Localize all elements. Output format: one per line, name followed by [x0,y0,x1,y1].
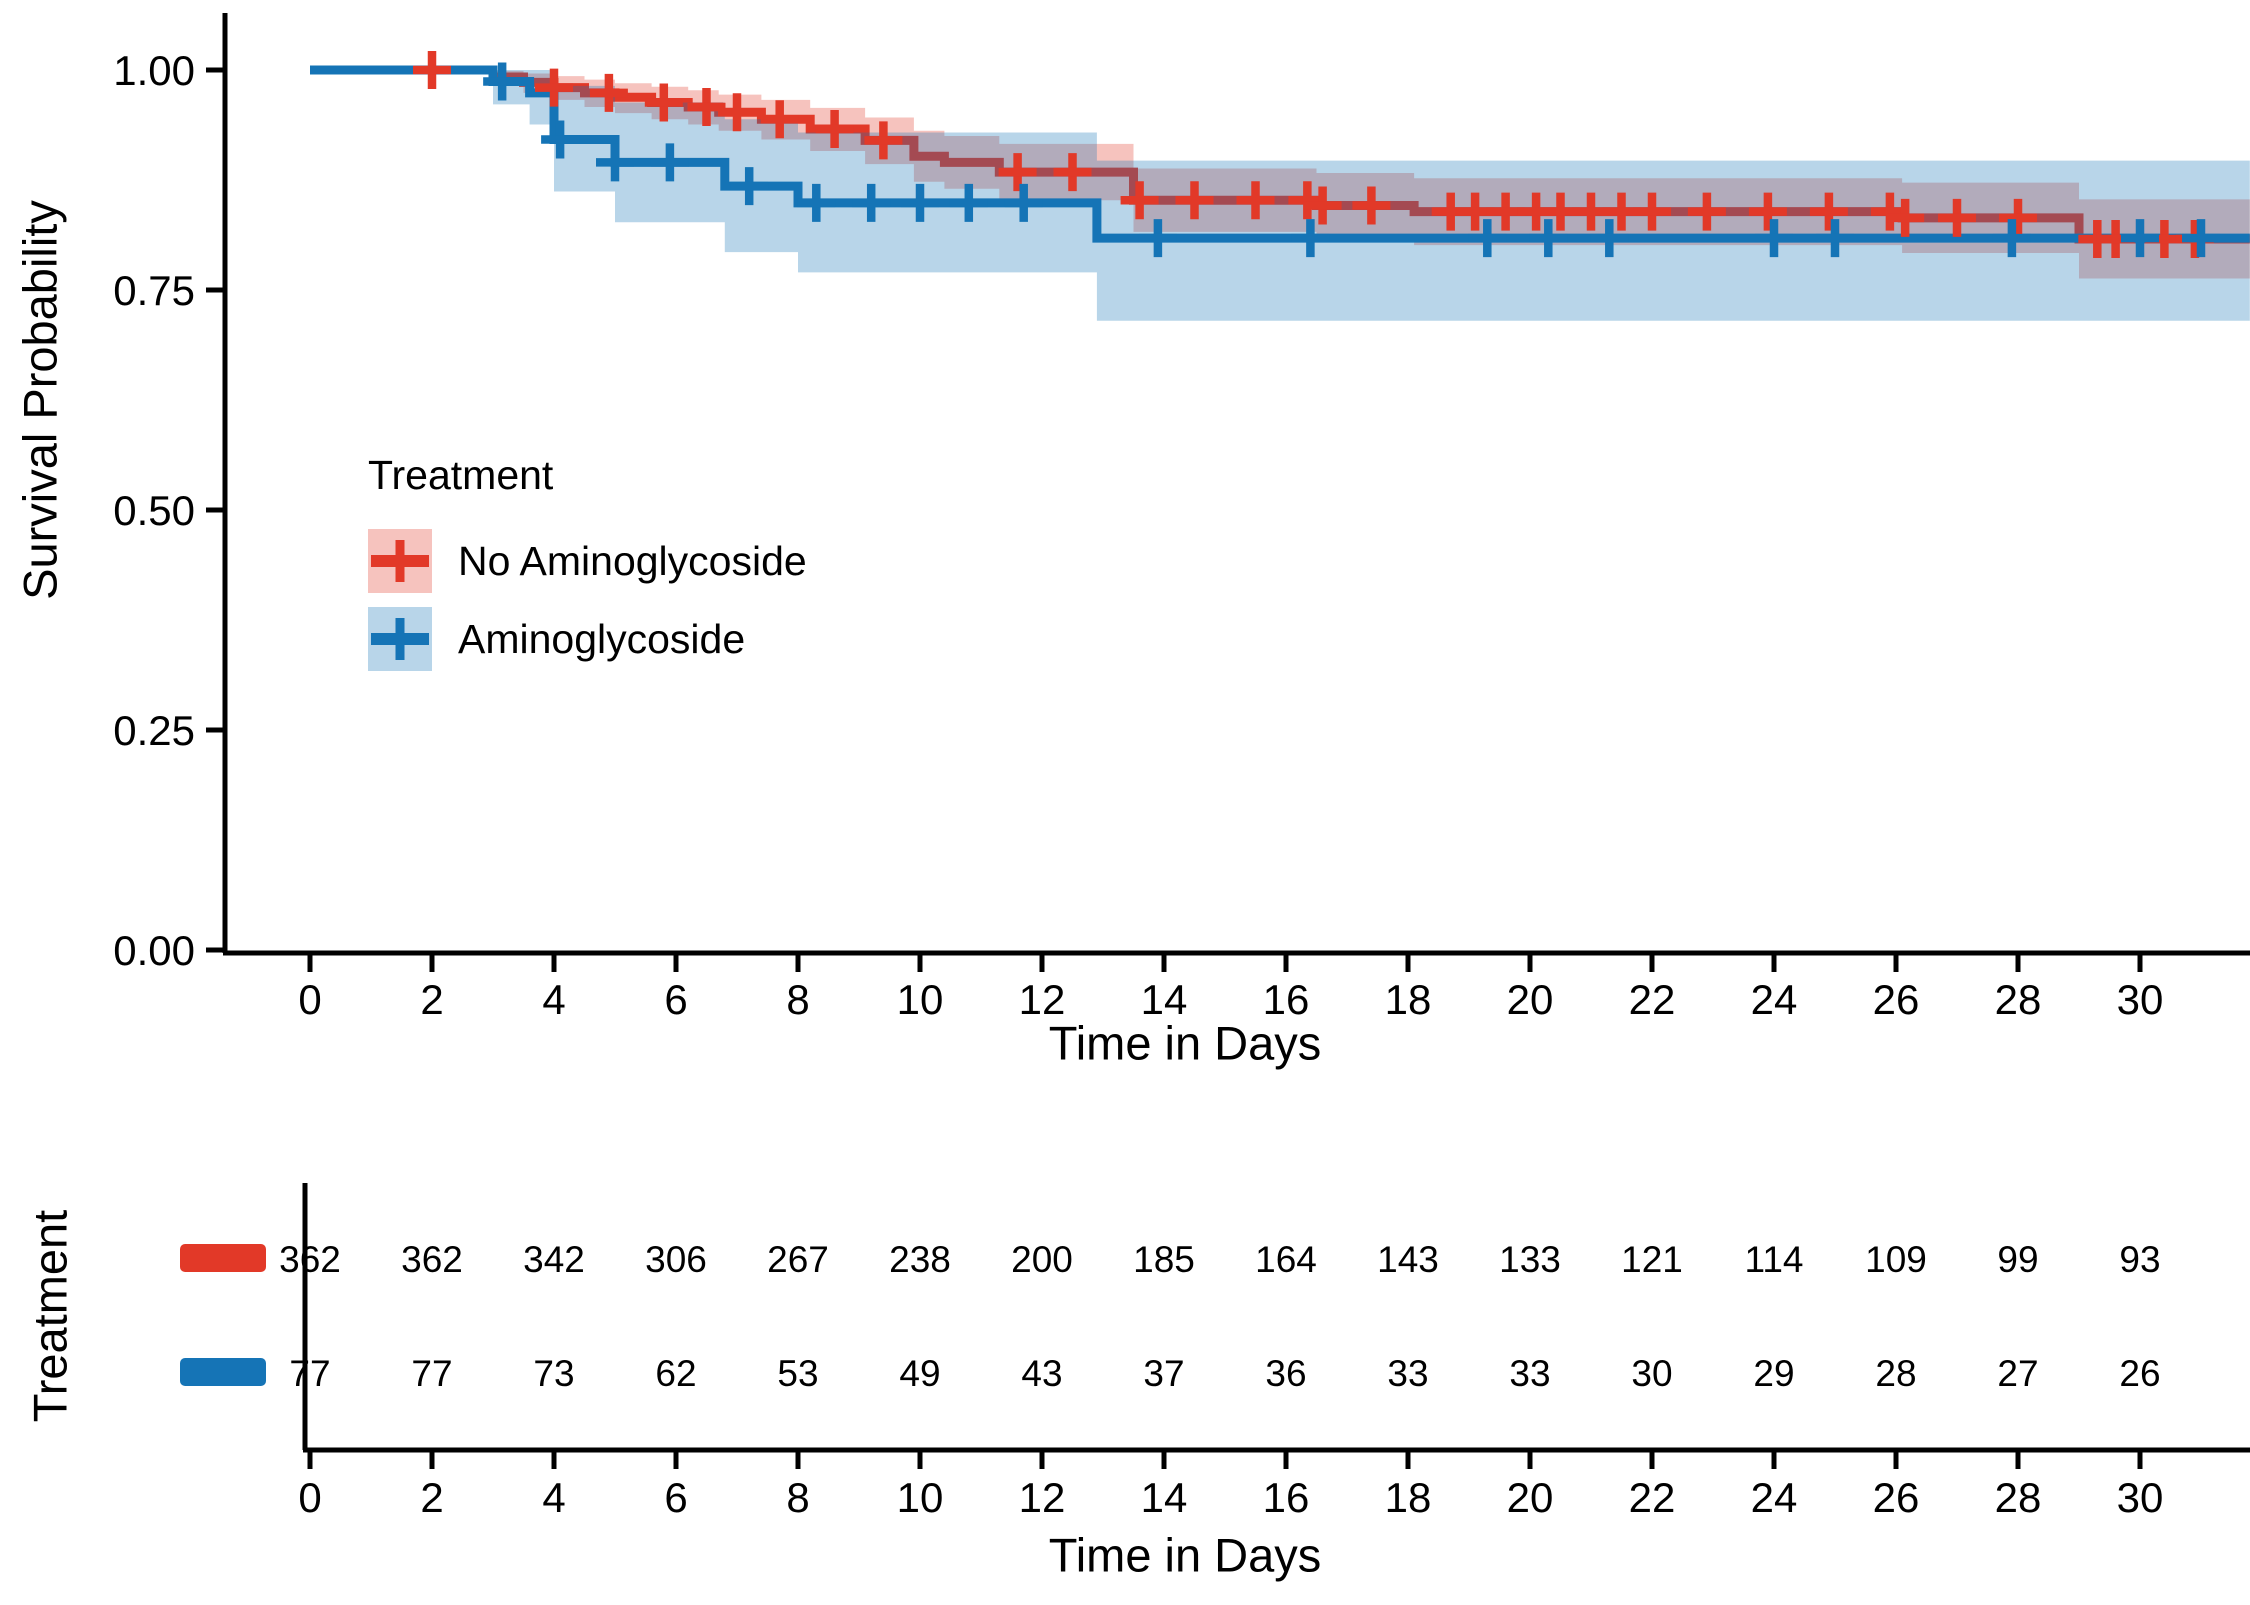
risk-count: 185 [1133,1239,1195,1280]
legend-entry-no-aminoglycoside: No Aminoglycoside [368,529,807,593]
x-axis-tick-label: 18 [1385,976,1432,1023]
risk-table-tick-label: 6 [664,1474,687,1521]
risk-table-x-title: Time in Days [1048,1528,1322,1582]
risk-table-tick-label: 24 [1751,1474,1798,1521]
risk-count: 30 [1631,1353,1672,1394]
x-axis-tick-label: 22 [1629,976,1676,1023]
risk-table-tick-label: 20 [1507,1474,1554,1521]
legend-entry-label: No Aminoglycoside [458,537,807,584]
risk-count: 109 [1865,1239,1927,1280]
risk-count: 37 [1143,1353,1184,1394]
x-axis-title: Time in Days [1048,1016,1322,1070]
risk-count: 43 [1021,1353,1062,1394]
x-axis-tick-label: 30 [2117,976,2164,1023]
risk-table-tick-label: 18 [1385,1474,1432,1521]
x-axis-tick-label: 4 [542,976,565,1023]
risk-count: 53 [777,1353,818,1394]
risk-table-tick-label: 30 [2117,1474,2164,1521]
risk-count: 164 [1255,1239,1317,1280]
x-axis-tick-label: 12 [1019,976,1066,1023]
risk-count: 28 [1875,1353,1916,1394]
legend-plus-icon [371,618,429,660]
x-axis-tick-label: 2 [420,976,443,1023]
risk-count: 238 [889,1239,951,1280]
risk-count: 29 [1753,1353,1794,1394]
risk-table-tick-label: 0 [298,1474,321,1521]
x-axis-tick-label: 24 [1751,976,1798,1023]
x-axis-tick-label: 26 [1873,976,1920,1023]
risk-count: 362 [279,1239,341,1280]
risk-count: 73 [533,1353,574,1394]
risk-count: 133 [1499,1239,1561,1280]
risk-table-tick-label: 8 [786,1474,809,1521]
risk-table-y-title: Treatment [23,1209,77,1423]
risk-count: 93 [2119,1239,2160,1280]
x-axis-tick-label: 6 [664,976,687,1023]
risk-table-tick-label: 22 [1629,1474,1676,1521]
risk-table-tick-label: 16 [1263,1474,1310,1521]
y-axis-tick-label: 0.00 [113,927,195,974]
legend-plus-icon [371,540,429,582]
risk-row-swatch-blue [180,1358,266,1386]
risk-count: 121 [1621,1239,1683,1280]
risk-count: 27 [1997,1353,2038,1394]
risk-table-tick-label: 10 [897,1474,944,1521]
risk-count: 200 [1011,1239,1073,1280]
x-axis-tick-label: 16 [1263,976,1310,1023]
risk-count: 77 [289,1353,330,1394]
risk-count: 36 [1265,1353,1306,1394]
y-axis-tick-label: 1.00 [113,47,195,94]
risk-count: 62 [655,1353,696,1394]
risk-count: 26 [2119,1353,2160,1394]
legend-key-icon-blue [368,607,432,671]
y-axis-tick-label: 0.50 [113,487,195,534]
legend-title: Treatment [368,452,554,498]
risk-table-tick-label: 14 [1141,1474,1188,1521]
legend: Treatment No Aminoglycoside Aminoglycosi… [368,452,807,685]
confidence-band-red [493,70,2250,279]
risk-count: 306 [645,1239,707,1280]
risk-table-tick-label: 4 [542,1474,565,1521]
risk-count: 362 [401,1239,463,1280]
risk-count: 49 [899,1353,940,1394]
y-axis-title: Survival Probability [13,200,67,600]
x-axis-tick-label: 8 [786,976,809,1023]
legend-entry-label: Aminoglycoside [458,615,746,662]
risk-count: 342 [523,1239,585,1280]
legend-entry-aminoglycoside: Aminoglycoside [368,607,807,671]
risk-row-swatch-red [180,1244,266,1272]
legend-key-icon-red [368,529,432,593]
risk-table-tick-label: 28 [1995,1474,2042,1521]
x-axis-tick-label: 20 [1507,976,1554,1023]
risk-count: 114 [1745,1239,1804,1280]
risk-count: 143 [1377,1239,1439,1280]
risk-count: 33 [1387,1353,1428,1394]
risk-count: 77 [411,1353,452,1394]
censor-marks-blue [483,62,2220,258]
risk-table-tick-label: 2 [420,1474,443,1521]
x-axis-tick-label: 14 [1141,976,1188,1023]
y-axis-tick-label: 0.75 [113,267,195,314]
risk-count: 99 [1997,1239,2038,1280]
x-axis-tick-label: 10 [897,976,944,1023]
risk-count: 267 [767,1239,829,1280]
y-axis-tick-label: 0.25 [113,707,195,754]
risk-table-tick-label: 12 [1019,1474,1066,1521]
risk-count: 33 [1509,1353,1550,1394]
x-axis-tick-label: 0 [298,976,321,1023]
x-axis-tick-label: 28 [1995,976,2042,1023]
risk-table-tick-label: 26 [1873,1474,1920,1521]
